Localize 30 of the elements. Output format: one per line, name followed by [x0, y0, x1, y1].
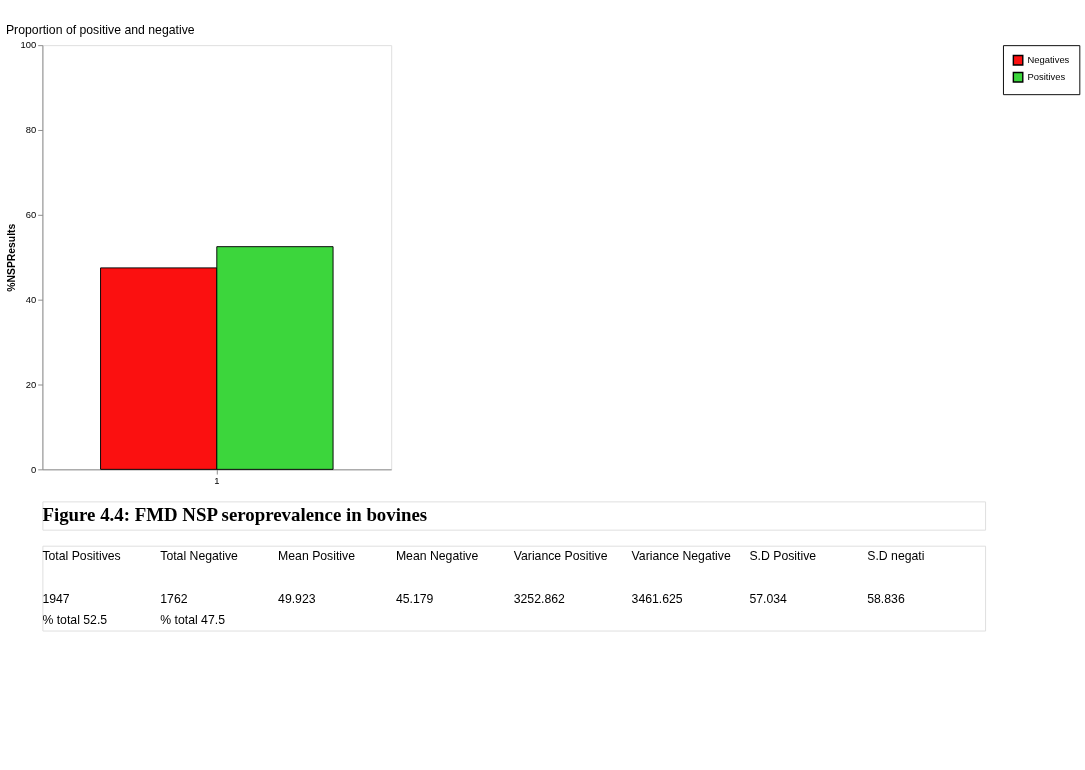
text: 49.923	[278, 591, 316, 606]
y-tick-label: 80	[25, 124, 37, 136]
y-axis-title: %NSPResults	[5, 223, 17, 292]
text: Variance Negative	[631, 549, 731, 564]
text: Mean Negative	[395, 549, 479, 564]
text: 45.179	[395, 591, 434, 606]
text: Total Positives	[42, 549, 121, 564]
text: % total 47.5	[160, 612, 226, 627]
chart-title: Proportion of positive and negative	[5, 22, 195, 37]
legend-label: Negatives	[1027, 54, 1070, 66]
text: 1762	[160, 591, 188, 606]
y-tick-label: 40	[25, 293, 37, 305]
caption: Figure 4.4: FMD NSP seroprevalence in bovines	[42, 504, 428, 526]
text: S.D negati	[867, 549, 925, 564]
text: % total 52.5	[42, 612, 108, 627]
text: Total Negative	[160, 549, 239, 564]
y-tick-label: 20	[25, 378, 37, 390]
x-tick-label: 1	[214, 474, 220, 486]
text: 3252.862	[513, 591, 566, 606]
text: 58.836	[867, 591, 905, 606]
text: Mean Positive	[278, 549, 356, 564]
y-tick-label: 0	[31, 463, 37, 475]
text: Variance Positive	[513, 549, 608, 564]
text: 57.034	[749, 591, 788, 606]
text: 3461.625	[631, 591, 683, 606]
y-tick-label: 100	[20, 39, 37, 51]
legend-label: Positives	[1027, 71, 1066, 83]
text: S.D Positive	[749, 549, 817, 564]
text: 1947	[42, 591, 70, 606]
y-tick-label: 60	[25, 209, 37, 221]
